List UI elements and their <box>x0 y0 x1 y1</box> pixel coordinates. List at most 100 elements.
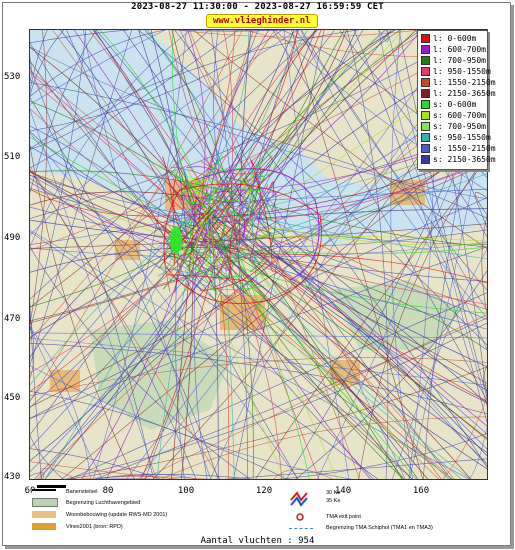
flight-track <box>30 231 379 479</box>
flight-track <box>30 258 230 462</box>
runway-label: Banenstelsel <box>66 489 98 495</box>
flight-track <box>30 30 360 150</box>
flight-track <box>68 366 487 479</box>
tma-exit-label: TMA exit point <box>326 514 361 520</box>
runway-activity-cluster <box>170 226 182 254</box>
flight-track <box>30 30 48 93</box>
flight-track <box>211 166 222 267</box>
flight-track <box>269 181 275 197</box>
flight-track <box>39 250 213 479</box>
flight-track <box>228 195 487 405</box>
flight-track <box>353 30 487 424</box>
flight-track <box>238 30 252 246</box>
flight-track <box>79 476 210 479</box>
legend-swatch <box>421 55 430 65</box>
page-title: 2023-08-27 11:30:00 - 2023-08-27 16:59:5… <box>131 2 384 12</box>
flight-track <box>30 391 288 479</box>
flight-track <box>30 197 487 419</box>
flight-track <box>30 246 487 420</box>
flight-track <box>481 214 487 316</box>
flight-track-map[interactable] <box>29 29 488 480</box>
x-tick-label: 60 <box>24 486 36 496</box>
vinex-label: Vinex2001 (bron: RPD) <box>66 524 123 530</box>
flight-track <box>44 192 208 479</box>
flight-track <box>30 166 221 479</box>
housing-label: Woonbebouwing (update RWS-MD 2001) <box>66 512 168 518</box>
flight-track <box>30 326 103 479</box>
flight-track <box>30 145 487 322</box>
flight-track <box>30 72 237 260</box>
x-tick-label: 80 <box>102 486 114 496</box>
flight-track <box>205 30 270 196</box>
x-tick-label: 100 <box>177 486 195 496</box>
flight-track <box>250 158 273 265</box>
noise-30-label: 30 Ke <box>326 490 341 496</box>
flight-track <box>208 30 316 231</box>
flight-track <box>240 30 422 196</box>
flight-track <box>213 266 231 288</box>
flight-track <box>30 177 453 479</box>
flight-track <box>192 231 487 305</box>
flight-track <box>231 214 254 479</box>
urban-area <box>115 240 140 260</box>
land-mass-north <box>150 30 487 185</box>
legend-item: s: 0-600m <box>421 99 476 110</box>
legend-swatch <box>421 154 430 164</box>
x-tick-label: 140 <box>334 486 352 496</box>
flight-track <box>230 167 245 244</box>
flight-track <box>92 30 187 479</box>
flight-track <box>30 30 48 326</box>
flight-track <box>180 241 194 479</box>
flight-track <box>30 300 42 479</box>
flight-track <box>228 254 261 269</box>
runway-swatch <box>32 489 56 494</box>
flight-track <box>138 30 199 216</box>
flight-track <box>181 167 192 250</box>
flight-count: Aantal vluchten : 954 <box>200 536 315 546</box>
flight-track <box>221 194 272 234</box>
flight-track <box>30 190 223 386</box>
flight-track <box>214 202 259 280</box>
flight-track <box>236 161 487 217</box>
legend-swatch <box>421 132 430 142</box>
flight-track <box>205 256 462 479</box>
flight-track <box>164 173 272 294</box>
flight-track <box>154 219 205 246</box>
flight-track <box>156 247 193 479</box>
flight-track <box>378 30 487 311</box>
flight-track <box>185 30 254 232</box>
flight-track <box>185 269 216 292</box>
flight-track <box>30 30 97 194</box>
flight-track <box>30 448 161 479</box>
flight-track <box>468 425 487 479</box>
flight-track <box>163 253 223 280</box>
flight-track <box>172 170 186 240</box>
legend-item: l: 2150-3650m <box>421 88 496 99</box>
noise-35-label: 35 Ke <box>326 498 341 504</box>
flight-track <box>168 241 194 256</box>
flight-track <box>81 198 201 479</box>
flight-track <box>273 469 334 479</box>
flight-track <box>204 30 259 251</box>
flight-track <box>157 212 261 276</box>
legend-item: l: 950-1550m <box>421 66 491 77</box>
tma-boundary-label: Begrenzing TMA Schiphol (TMA1 en TMA3) <box>326 525 433 531</box>
legend-item: s: 950-1550m <box>421 132 491 143</box>
site-link[interactable]: www.vlieghinder.nl <box>206 14 318 28</box>
flight-track <box>187 30 206 247</box>
legend-item: l: 700-950m <box>421 55 486 66</box>
flight-track <box>222 192 442 479</box>
flight-track <box>291 30 423 479</box>
legend-swatch <box>421 88 430 98</box>
flight-track <box>235 243 271 289</box>
flight-track <box>171 170 240 202</box>
flight-track <box>300 30 487 319</box>
flight-track <box>30 30 166 105</box>
flight-tracks <box>30 30 487 479</box>
tma-exit-icon <box>296 513 304 521</box>
flight-track <box>30 170 223 191</box>
flight-track <box>174 209 215 293</box>
flight-track <box>232 218 487 457</box>
legend-item: s: 1550-2150m <box>421 143 496 154</box>
flight-track <box>226 190 487 248</box>
